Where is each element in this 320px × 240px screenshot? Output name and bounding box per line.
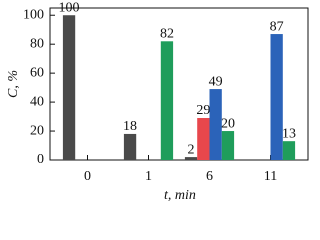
bar (221, 131, 235, 160)
x-tick-label: 0 (84, 169, 91, 184)
x-axis-label: t, min (164, 188, 196, 203)
bar (62, 15, 76, 160)
bar (184, 157, 198, 160)
value-label: 20 (221, 116, 235, 131)
plot-frame (49, 7, 309, 161)
value-label: 49 (209, 74, 223, 89)
value-label: 29 (196, 103, 210, 118)
y-tick-label: 20 (30, 123, 44, 138)
bar (270, 34, 283, 160)
y-tick-label: 80 (30, 36, 44, 51)
x-tick-label: 11 (264, 169, 277, 184)
value-label: 82 (160, 27, 174, 42)
x-tick-label: 6 (206, 169, 213, 184)
value-label: 18 (123, 119, 137, 134)
bar (123, 133, 137, 160)
bar (197, 118, 210, 160)
y-tick-label: 40 (30, 94, 44, 109)
y-tick-label: 60 (30, 65, 44, 80)
value-label: 100 (59, 0, 80, 15)
y-axis-label: C, % (6, 70, 21, 98)
bar (160, 41, 174, 160)
y-tick-label: 0 (37, 152, 44, 167)
value-label: 2 (188, 142, 195, 157)
chart: C, % t, min 0 20 40 60 80 100 0 100 1 18 82 62 29 49 2… (6, 0, 309, 203)
y-tick-label: 100 (23, 7, 44, 22)
value-label: 13 (282, 126, 296, 141)
bar (282, 141, 296, 160)
value-label: 87 (270, 19, 284, 34)
bar (209, 89, 222, 160)
x-tick-label: 1 (145, 169, 152, 184)
